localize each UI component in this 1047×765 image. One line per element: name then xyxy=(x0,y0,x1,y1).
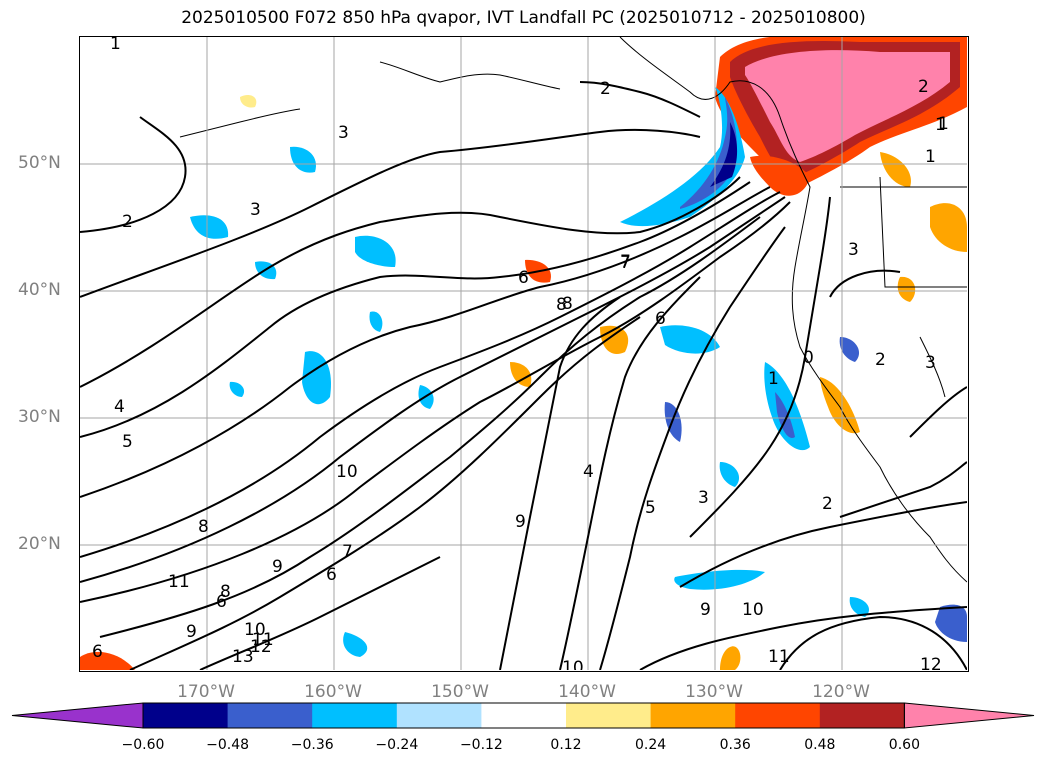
colorbar-tick-label: 0.12 xyxy=(550,737,582,753)
colorbar-segment xyxy=(819,703,905,728)
colorbar-tick-label: 0.48 xyxy=(804,737,836,753)
lat-label-50n: 50°N xyxy=(18,153,61,173)
colorbar-tick-label: 0.24 xyxy=(635,737,667,753)
contour-label: 7 xyxy=(620,252,631,272)
lat-label-40n: 40°N xyxy=(18,280,61,300)
contour-label: 7 xyxy=(342,542,353,562)
colorbar-tick-label: −0.36 xyxy=(290,737,334,753)
map-panel: 1 2 3 3 2 2 1 1 3 4 5 6 7 8 10 8 11 9 6 … xyxy=(79,36,969,672)
lon-label-160w: 160°W xyxy=(304,682,362,702)
lon-label-140w: 140°W xyxy=(558,682,616,702)
shaded-anomaly-fields xyxy=(80,37,967,670)
contour-label: 2 xyxy=(875,350,886,370)
contour-label: 11 xyxy=(252,630,274,650)
colorbar-extend-min xyxy=(11,702,144,729)
contour-label: 1 xyxy=(925,147,936,167)
contour-label: 6 xyxy=(92,642,103,662)
colorbar-tick-label: −0.60 xyxy=(121,737,165,753)
contour-label: 3 xyxy=(925,353,936,373)
contour-label: 10 xyxy=(244,620,266,640)
lon-label-120w: 120°W xyxy=(812,682,870,702)
colorbar-segment xyxy=(396,703,482,728)
lat-label-30n: 30°N xyxy=(18,407,61,427)
contour-label: 6 xyxy=(518,268,529,288)
colorbar-tick-label: −0.24 xyxy=(375,737,419,753)
contour-label: 5 xyxy=(645,498,656,518)
lon-label-130w: 130°W xyxy=(685,682,743,702)
colorbar-outline xyxy=(142,702,905,729)
contour-label: 5 xyxy=(122,432,133,452)
contour-label: 3 xyxy=(250,200,261,220)
contour-label: 12 xyxy=(920,655,942,670)
contour-label: 3 xyxy=(338,123,349,143)
contour-label: 7 xyxy=(620,253,631,273)
contour-label: 2 xyxy=(600,79,611,99)
contour-label: 1 xyxy=(110,37,121,54)
contour-label: 12 xyxy=(250,637,272,657)
colorbar-tick-label: −0.48 xyxy=(206,737,250,753)
contour-label: 8 xyxy=(198,517,209,537)
contour-label: 6 xyxy=(326,565,337,585)
contour-label: 3 xyxy=(848,240,859,260)
contour-label: 9 xyxy=(700,600,711,620)
map-canvas: 1 2 3 3 2 2 1 1 3 4 5 6 7 8 10 8 11 9 6 … xyxy=(80,37,967,670)
lon-label-170w: 170°W xyxy=(177,682,235,702)
colorbar-segment xyxy=(143,703,229,728)
colorbar-segment xyxy=(650,703,736,728)
contour-label: 8 xyxy=(562,294,573,314)
contour-label: 10 xyxy=(562,658,584,670)
colorbar-segment xyxy=(312,703,398,728)
colorbar-segment xyxy=(227,703,313,728)
contour-label: 6 xyxy=(655,309,666,329)
contour-label: 8 xyxy=(556,295,567,315)
map-title: 2025010500 F072 850 hPa qvapor, IVT Land… xyxy=(181,8,866,28)
contour-label: 2 xyxy=(122,212,133,232)
contour-label: 9 xyxy=(186,622,197,642)
contour-label: 9 xyxy=(272,557,283,577)
contour-label: 10 xyxy=(742,600,764,620)
colorbar-tick-label: 0.36 xyxy=(719,737,751,753)
lon-label-150w: 150°W xyxy=(431,682,489,702)
contour-label: 4 xyxy=(583,462,594,482)
colorbar xyxy=(11,702,1035,729)
contour-label: 0 xyxy=(803,348,814,368)
contour-label: 6 xyxy=(216,592,227,612)
lat-label-20n: 20°N xyxy=(18,534,61,554)
contour-label: 2 xyxy=(918,77,929,97)
colorbar-segment xyxy=(481,703,567,728)
contour-label: 11 xyxy=(768,647,790,667)
contour-label: 9 xyxy=(515,512,526,532)
contour-label: 3 xyxy=(698,488,709,508)
colorbar-tick-label: 0.60 xyxy=(888,737,920,753)
contour-label: 2 xyxy=(822,494,833,514)
colorbar-segment xyxy=(735,703,821,728)
contour-labels: 1 2 3 3 2 2 1 1 3 4 5 6 7 8 10 8 11 9 6 … xyxy=(92,37,949,670)
contour-label: 1 xyxy=(768,369,779,389)
colorbar-tick-label: −0.12 xyxy=(459,737,503,753)
colorbar-extend-max xyxy=(903,702,1035,729)
ivt-contours xyxy=(80,81,967,670)
contour-label: 11 xyxy=(168,572,190,592)
colorbar-segments xyxy=(11,702,1035,729)
coastlines xyxy=(179,37,967,583)
contour-label: 1 xyxy=(935,115,946,135)
colorbar-segment xyxy=(566,703,652,728)
contour-label: 1 xyxy=(938,114,949,134)
contour-label: 4 xyxy=(114,397,125,417)
contour-label: 10 xyxy=(336,462,358,482)
contour-label: 13 xyxy=(232,647,254,667)
contour-label: 8 xyxy=(220,582,231,602)
